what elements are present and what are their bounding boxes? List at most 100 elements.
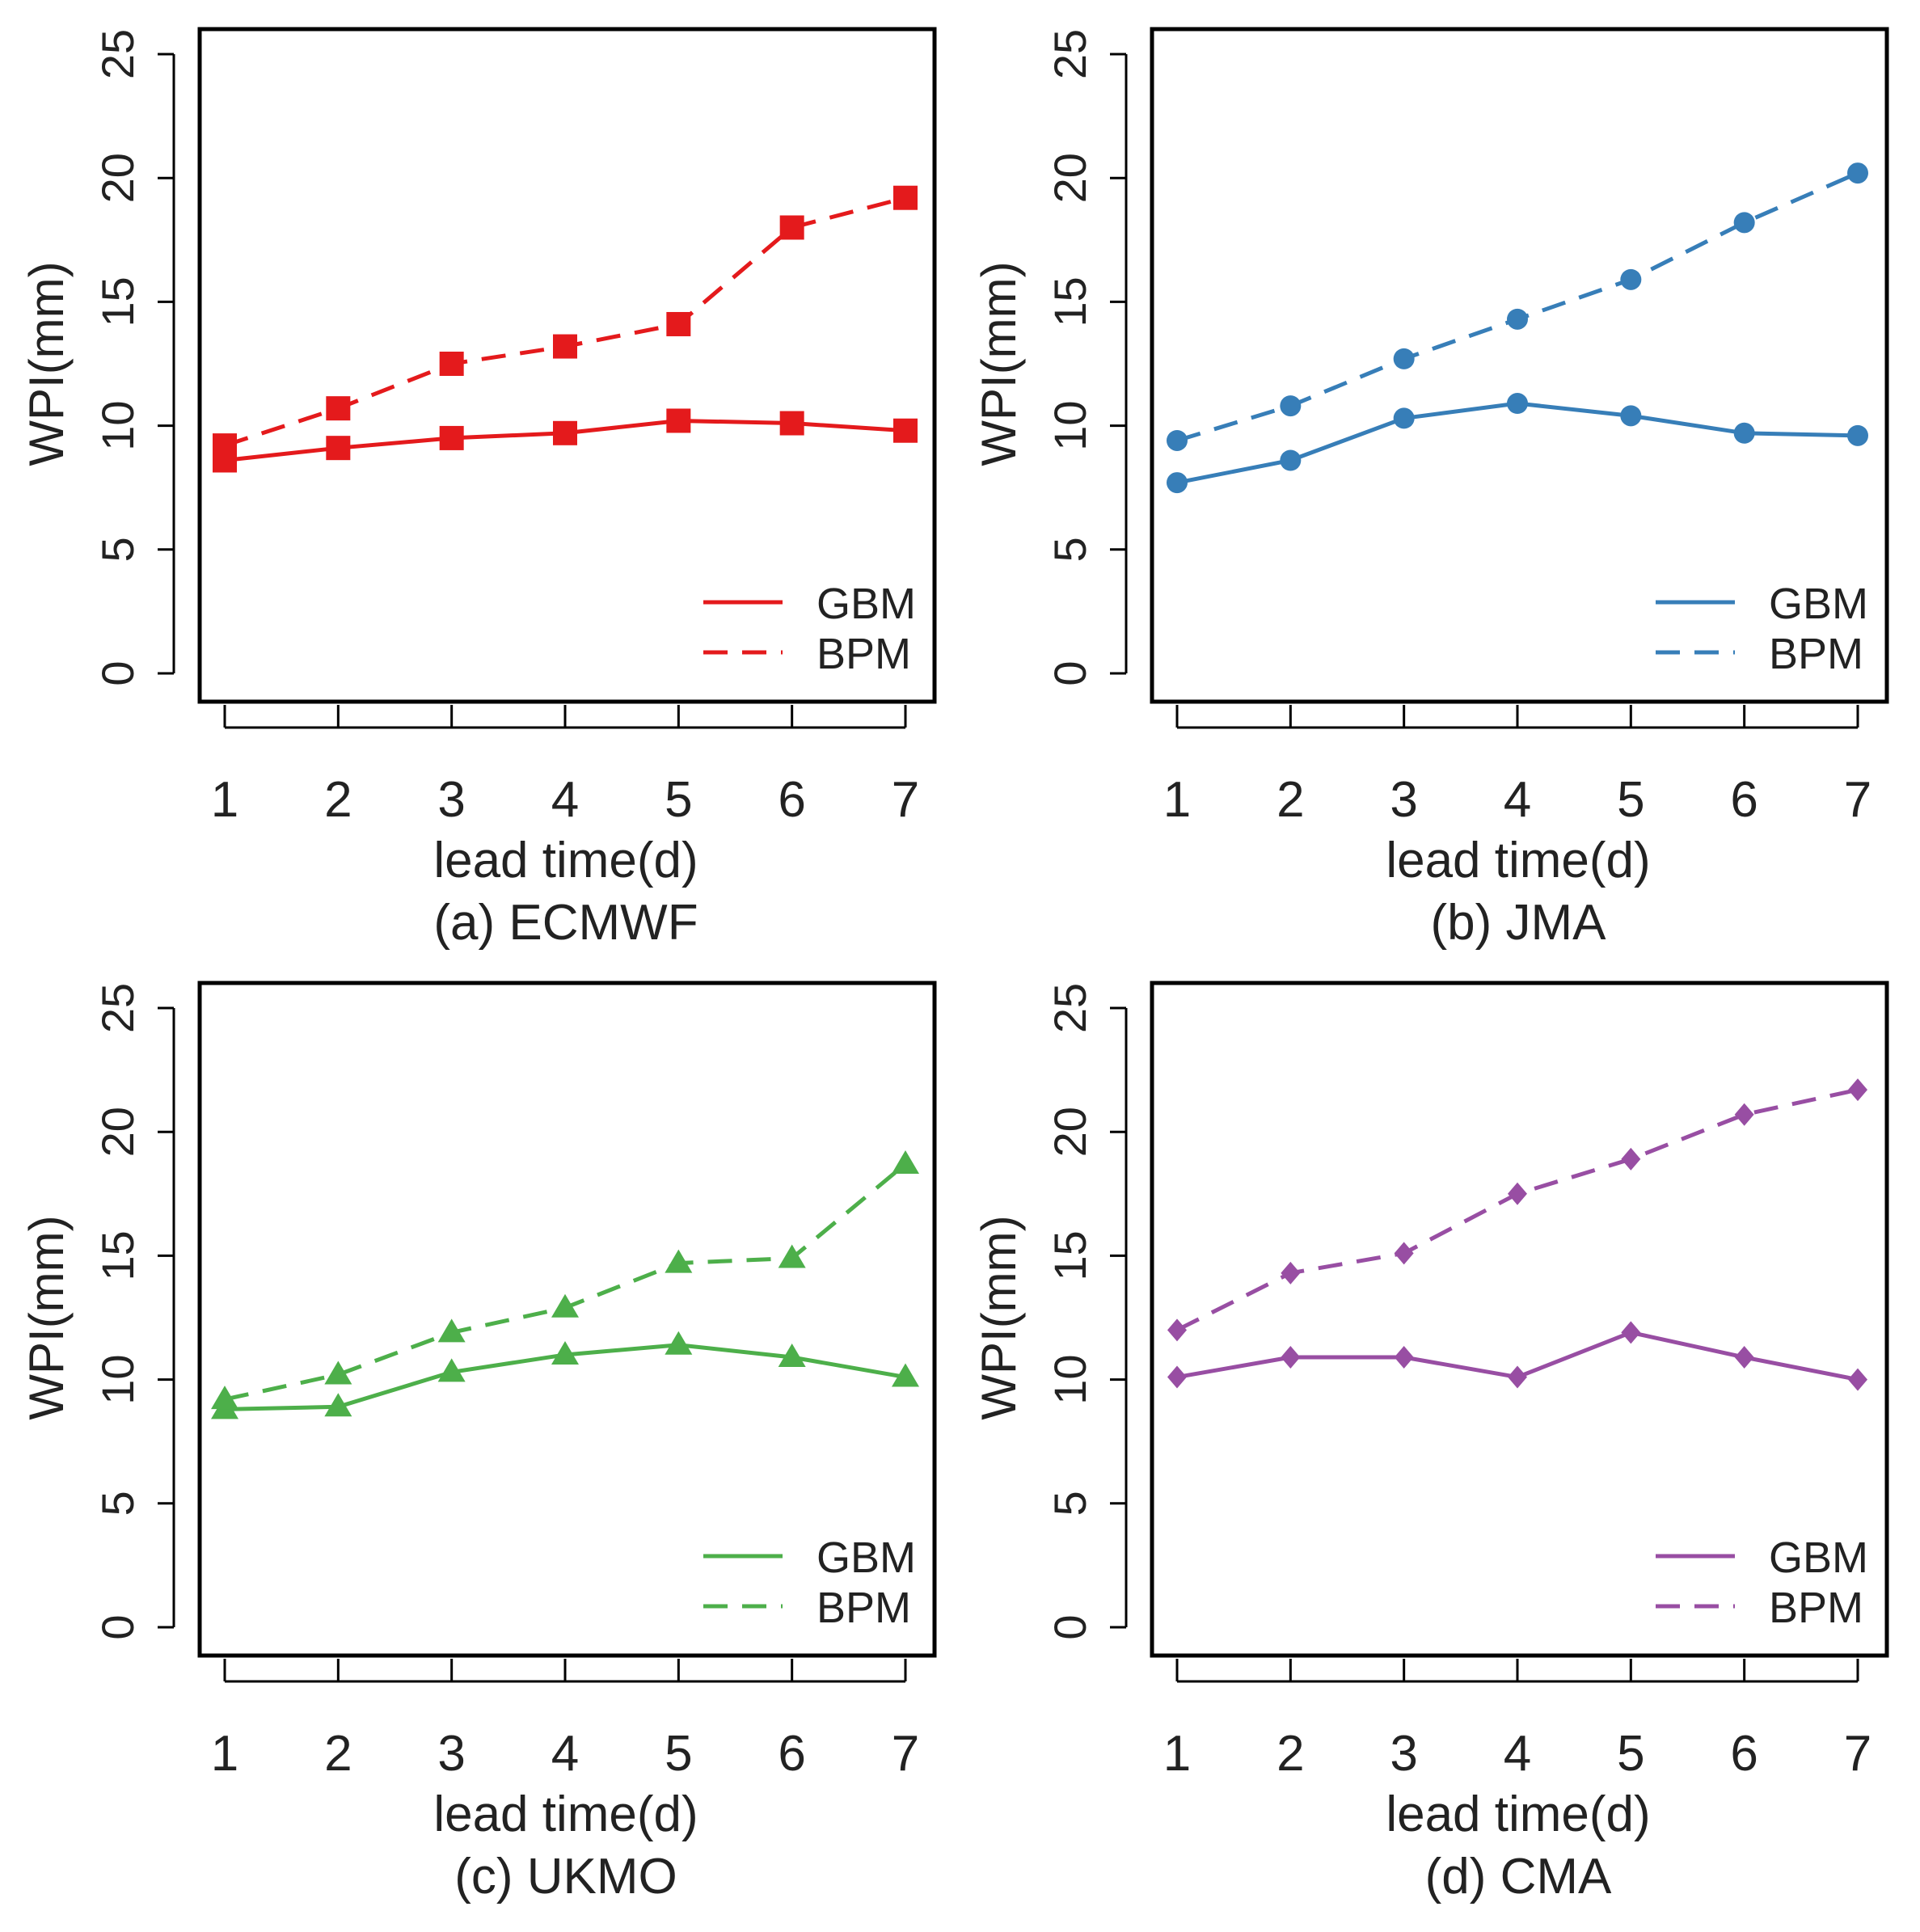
legend-label-bpm: BPM — [1769, 1584, 1863, 1632]
data-point-gbm — [1620, 405, 1642, 427]
x-tick-label: 6 — [1730, 772, 1758, 828]
data-point-gbm — [1733, 422, 1755, 444]
panel-dcma: 0 5 10 15 20 25 WPI(mm) 1 2 3 4 5 6 7 lead time(d) (d) … — [972, 981, 1889, 1905]
x-tick-label: 4 — [1504, 1726, 1531, 1782]
x-tick-label: 4 — [1504, 772, 1531, 828]
x-axis-label: lead time(d) — [433, 833, 698, 888]
data-point-gbm — [1393, 407, 1415, 429]
y-tick-label: 0 — [1044, 1614, 1095, 1639]
data-point-gbm — [666, 408, 691, 433]
panel-title: (a) ECMWF — [433, 895, 698, 951]
data-point-bpm — [1734, 1103, 1754, 1126]
data-point-bpm — [553, 334, 577, 359]
y-tick-label: 20 — [1044, 1107, 1095, 1157]
data-point-bpm — [1847, 162, 1868, 184]
data-point-gbm — [1167, 1365, 1187, 1389]
x-tick-label: 1 — [211, 1726, 238, 1782]
x-tick-label: 7 — [892, 772, 919, 828]
data-point-bpm — [665, 1249, 693, 1273]
data-point-bpm — [1394, 1242, 1414, 1265]
panel-bjma: 0 5 10 15 20 25 WPI(mm) 1 2 3 4 5 6 7 lead time(d) (b) … — [972, 27, 1889, 951]
data-point-bpm — [211, 1386, 238, 1410]
legend-label-bpm: BPM — [1769, 630, 1863, 678]
y-tick-label: 5 — [1044, 537, 1095, 562]
y-axis-label: WPI(mm) — [19, 261, 74, 466]
data-point-bpm — [1621, 1147, 1641, 1171]
legend-label-bpm: BPM — [817, 1584, 911, 1632]
x-tick-label: 3 — [1390, 1726, 1417, 1782]
data-point-gbm — [778, 1344, 806, 1368]
x-tick-label: 3 — [437, 772, 465, 828]
data-point-bpm — [1167, 1318, 1187, 1342]
y-tick-label: 5 — [92, 537, 143, 562]
x-tick-label: 3 — [1390, 772, 1417, 828]
y-tick-label: 25 — [92, 983, 143, 1033]
y-tick-label: 25 — [92, 29, 143, 79]
data-point-gbm — [437, 1358, 466, 1382]
x-tick-label: 6 — [1730, 1726, 1758, 1782]
y-tick-label: 0 — [1044, 660, 1095, 685]
data-point-bpm — [1733, 212, 1755, 234]
x-tick-label: 7 — [1844, 772, 1871, 828]
x-tick-label: 5 — [665, 772, 692, 828]
data-point-gbm — [1508, 1365, 1527, 1389]
plot-frame — [1150, 27, 1889, 704]
y-tick-label: 10 — [1044, 1354, 1095, 1404]
x-tick-label: 2 — [1276, 772, 1304, 828]
x-tick-label: 2 — [324, 1726, 352, 1782]
y-tick-label: 20 — [92, 1107, 143, 1157]
data-point-gbm — [324, 1393, 352, 1417]
y-tick-label: 15 — [92, 276, 143, 327]
data-point-bpm — [666, 311, 691, 336]
data-point-gbm — [1394, 1346, 1414, 1369]
data-point-bpm — [1848, 1078, 1867, 1102]
y-tick-label: 0 — [92, 660, 143, 685]
x-tick-label: 6 — [778, 1726, 805, 1782]
x-tick-label: 2 — [1276, 1726, 1304, 1782]
y-axis-label: WPI(mm) — [972, 1215, 1026, 1419]
plot-frame — [197, 27, 937, 704]
data-point-gbm — [1507, 393, 1528, 415]
legend-label-gbm: GBM — [817, 580, 916, 628]
legend-label-gbm: GBM — [1769, 580, 1868, 628]
plot-frame — [1150, 981, 1889, 1658]
y-tick-label: 15 — [1044, 276, 1095, 327]
data-point-gbm — [1848, 1368, 1867, 1391]
panel-aecmwf: 0 5 10 15 20 25 WPI(mm) 1 2 3 4 5 6 7 lead time(d) (a) … — [19, 27, 937, 951]
data-point-bpm — [439, 352, 464, 376]
x-axis-label: lead time(d) — [1386, 1786, 1650, 1842]
data-point-gbm — [892, 1363, 919, 1387]
data-point-gbm — [551, 1340, 579, 1365]
data-point-bpm — [551, 1293, 579, 1318]
y-tick-label: 0 — [92, 1614, 143, 1639]
plot-frame — [197, 981, 937, 1658]
x-tick-label: 6 — [778, 772, 805, 828]
legend-label-gbm: GBM — [817, 1533, 916, 1582]
data-point-gbm — [1281, 1346, 1301, 1369]
data-point-bpm — [437, 1318, 466, 1343]
y-tick-label: 5 — [92, 1491, 143, 1516]
panel-title: (c) UKMO — [454, 1849, 677, 1905]
data-point-bpm — [1508, 1182, 1527, 1205]
x-tick-label: 5 — [665, 1726, 692, 1782]
x-tick-label: 1 — [211, 772, 238, 828]
data-point-gbm — [1734, 1346, 1754, 1369]
x-tick-label: 5 — [1617, 1726, 1644, 1782]
panel-title: (d) CMA — [1425, 1849, 1612, 1905]
x-axis-label: lead time(d) — [1386, 833, 1650, 888]
y-tick-label: 5 — [1044, 1491, 1095, 1516]
legend-label-bpm: BPM — [817, 630, 911, 678]
data-point-bpm — [1281, 1261, 1301, 1284]
data-point-gbm — [893, 418, 918, 443]
y-axis-label: WPI(mm) — [19, 1215, 74, 1419]
data-point-gbm — [1847, 424, 1868, 446]
data-point-bpm — [1280, 395, 1302, 417]
data-point-bpm — [1393, 348, 1415, 369]
x-tick-label: 7 — [1844, 1726, 1871, 1782]
data-point-bpm — [1620, 268, 1642, 290]
data-point-gbm — [1280, 449, 1302, 471]
data-point-gbm — [439, 425, 464, 450]
data-point-bpm — [779, 215, 804, 240]
data-point-bpm — [1167, 429, 1188, 451]
data-point-bpm — [892, 1150, 919, 1175]
